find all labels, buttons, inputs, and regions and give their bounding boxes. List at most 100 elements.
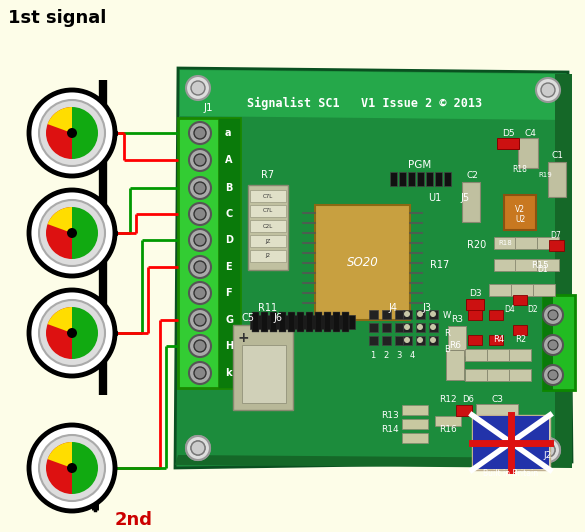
Bar	[402, 433, 428, 443]
Text: 2nd: 2nd	[115, 511, 153, 529]
Text: W: W	[443, 312, 451, 320]
Bar	[250, 315, 355, 329]
Bar	[250, 235, 286, 247]
Circle shape	[191, 441, 205, 455]
Bar	[537, 259, 559, 271]
Bar	[476, 404, 518, 422]
Bar	[444, 172, 451, 186]
Circle shape	[186, 436, 210, 460]
Circle shape	[404, 324, 410, 330]
Text: D4: D4	[505, 305, 515, 314]
Bar	[548, 162, 566, 197]
Ellipse shape	[29, 190, 115, 276]
Text: C7L: C7L	[263, 209, 273, 213]
Circle shape	[417, 311, 423, 317]
Circle shape	[189, 149, 211, 171]
Circle shape	[404, 337, 410, 343]
Wedge shape	[72, 307, 98, 359]
Bar	[399, 172, 406, 186]
Bar	[435, 172, 442, 186]
Bar	[403, 310, 412, 319]
Bar	[382, 336, 391, 345]
Bar	[472, 415, 550, 470]
Text: D2: D2	[528, 305, 538, 314]
Text: Signalist SC1   V1 Issue 2 © 2013: Signalist SC1 V1 Issue 2 © 2013	[247, 96, 483, 110]
Polygon shape	[175, 455, 572, 468]
Bar	[513, 295, 527, 305]
Text: C2: C2	[466, 170, 478, 179]
Text: C: C	[225, 209, 232, 219]
Bar	[509, 349, 531, 361]
Text: U1: U1	[428, 193, 442, 203]
Bar	[233, 325, 293, 410]
Circle shape	[543, 365, 563, 385]
Bar	[369, 336, 378, 345]
Text: J3: J3	[422, 303, 432, 313]
Circle shape	[189, 362, 211, 384]
Circle shape	[191, 441, 205, 455]
Bar	[446, 350, 464, 380]
Text: D3: D3	[469, 288, 481, 297]
Ellipse shape	[29, 90, 115, 176]
Text: B: B	[444, 345, 450, 354]
Text: J4: J4	[388, 303, 397, 313]
Bar	[390, 172, 397, 186]
Text: D: D	[225, 235, 233, 245]
Wedge shape	[46, 442, 72, 494]
Circle shape	[194, 208, 206, 220]
Bar	[462, 182, 480, 222]
Text: B: B	[225, 183, 232, 193]
Bar	[494, 237, 516, 249]
Circle shape	[189, 282, 211, 304]
Bar	[543, 295, 553, 390]
Bar	[465, 349, 487, 361]
Bar	[369, 310, 378, 319]
Text: G: G	[225, 315, 233, 325]
Bar	[403, 323, 412, 332]
Text: U2: U2	[515, 215, 525, 225]
Circle shape	[194, 367, 206, 379]
Text: 4: 4	[410, 351, 415, 360]
Text: J2: J2	[544, 451, 552, 460]
Bar	[487, 369, 509, 381]
Circle shape	[194, 182, 206, 194]
Bar	[252, 312, 259, 332]
Bar	[416, 336, 425, 345]
Bar	[426, 172, 433, 186]
Text: R20: R20	[467, 240, 487, 250]
Text: R6: R6	[449, 340, 461, 350]
Text: F: F	[225, 288, 232, 298]
Circle shape	[189, 335, 211, 357]
Text: R14: R14	[381, 426, 399, 435]
Text: D1: D1	[538, 265, 548, 275]
Text: R17: R17	[431, 260, 450, 270]
Text: J1: J1	[203, 103, 213, 113]
Bar	[306, 312, 313, 332]
Text: E: E	[225, 262, 232, 272]
Bar	[382, 310, 391, 319]
Text: 3: 3	[396, 351, 402, 360]
Wedge shape	[47, 307, 72, 333]
Bar	[549, 240, 564, 251]
Text: 2: 2	[383, 351, 388, 360]
Bar	[489, 284, 511, 296]
Bar	[513, 325, 527, 335]
Text: C7L: C7L	[263, 194, 273, 198]
Ellipse shape	[39, 300, 105, 366]
Bar	[473, 416, 549, 469]
Bar	[429, 336, 438, 345]
Circle shape	[67, 228, 77, 238]
Wedge shape	[72, 107, 98, 159]
Wedge shape	[47, 207, 72, 233]
Circle shape	[536, 78, 560, 102]
Text: R11: R11	[259, 303, 277, 313]
Text: C2L: C2L	[263, 223, 273, 229]
Bar	[315, 205, 410, 320]
Text: R2: R2	[515, 336, 526, 345]
Bar	[448, 326, 466, 356]
Bar	[402, 405, 428, 415]
Bar	[468, 335, 482, 345]
Text: A: A	[225, 155, 232, 165]
Circle shape	[67, 328, 77, 338]
Circle shape	[543, 335, 563, 355]
